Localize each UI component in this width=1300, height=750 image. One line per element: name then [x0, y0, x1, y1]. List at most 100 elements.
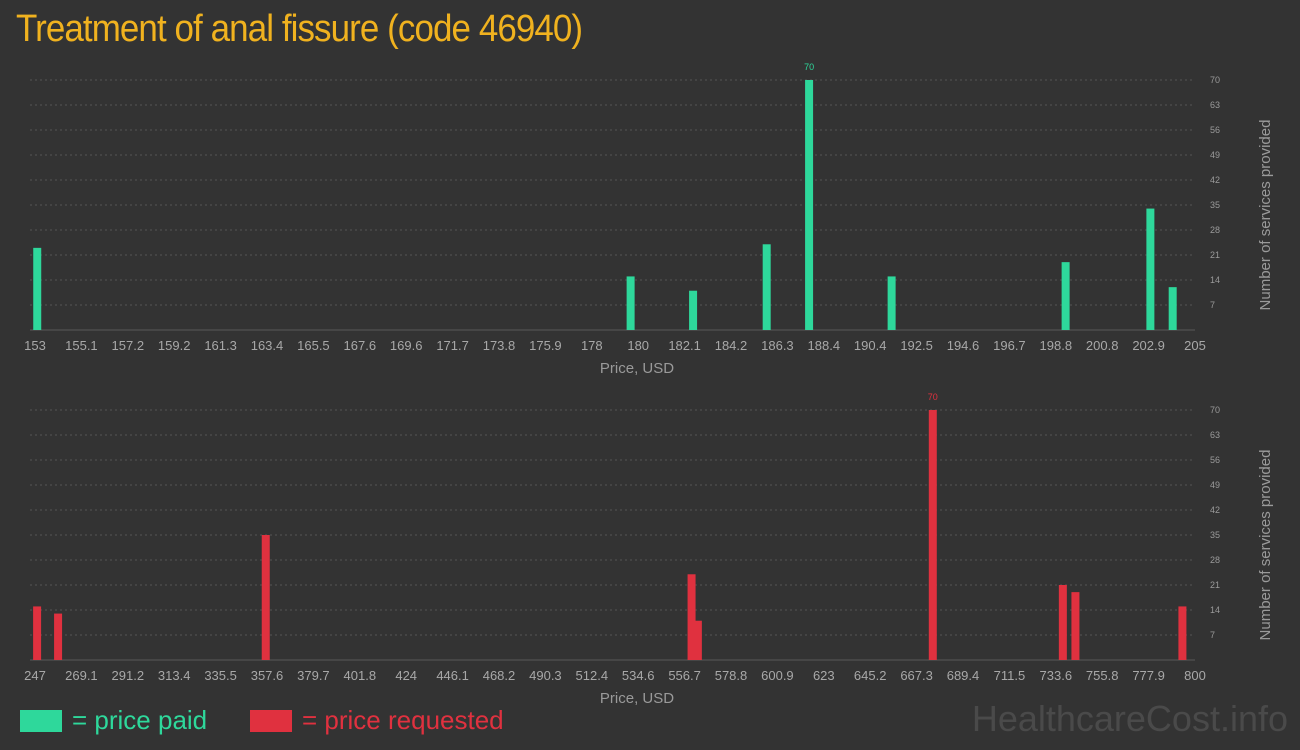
legend-item-requested: = price requested	[250, 705, 504, 736]
y-tick-label: 63	[1210, 430, 1220, 440]
y-axis-label: Number of services provided	[1257, 120, 1274, 311]
x-tick-label: 424	[395, 668, 417, 683]
max-value-label: 70	[928, 392, 938, 402]
x-tick-label: 379.7	[297, 668, 330, 683]
x-tick-label: 205	[1184, 338, 1206, 353]
bar	[54, 613, 63, 660]
x-tick-label: 800	[1184, 668, 1206, 683]
x-tick-label: 733.6	[1040, 668, 1073, 683]
x-tick-label: 165.5	[297, 338, 330, 353]
y-tick-label: 56	[1210, 125, 1220, 135]
bar	[693, 620, 702, 660]
y-tick-label: 70	[1210, 405, 1220, 415]
x-tick-label: 357.6	[251, 668, 284, 683]
bar	[928, 410, 937, 660]
bar	[33, 247, 42, 330]
y-tick-label: 56	[1210, 455, 1220, 465]
x-tick-label: 556.7	[668, 668, 701, 683]
price-requested-chart: 7 14 21 28 35 42 49 56 63 70 247 269.1 291.2 313.4 335…	[24, 392, 1274, 707]
y-tick-label: 28	[1210, 225, 1220, 235]
x-tick-label: 247	[24, 668, 46, 683]
x-tick-label: 446.1	[436, 668, 469, 683]
x-tick-label: 157.2	[112, 338, 145, 353]
x-tick-label: 291.2	[112, 668, 145, 683]
x-tick-label: 186.3	[761, 338, 794, 353]
x-tick-label: 755.8	[1086, 668, 1119, 683]
watermark: HealthcareCost.info	[971, 698, 1288, 739]
x-tick-label: 645.2	[854, 668, 887, 683]
x-axis-label: Price, USD	[600, 360, 674, 377]
x-tick-label: 167.6	[344, 338, 377, 353]
x-tick-label: 689.4	[947, 668, 980, 683]
x-tick-label: 194.6	[947, 338, 980, 353]
bar	[1071, 592, 1080, 660]
y-tick-label: 49	[1210, 150, 1220, 160]
y-tick-label: 14	[1210, 275, 1220, 285]
bar	[762, 244, 771, 330]
y-tick-label: 7	[1210, 300, 1215, 310]
y-tick-label: 35	[1210, 530, 1220, 540]
x-tick-label: 468.2	[483, 668, 516, 683]
bar	[1061, 262, 1070, 330]
x-tick-label: 777.9	[1132, 668, 1165, 683]
y-tick-label: 14	[1210, 605, 1220, 615]
y-tick-label: 42	[1210, 505, 1220, 515]
x-tick-label: 188.4	[808, 338, 841, 353]
max-value-label: 70	[804, 62, 814, 72]
bar	[805, 80, 814, 330]
x-tick-label: 163.4	[251, 338, 284, 353]
legend-swatch-requested	[250, 709, 292, 732]
x-tick-label: 169.6	[390, 338, 423, 353]
x-tick-label: 512.4	[576, 668, 609, 683]
bar	[689, 290, 698, 330]
x-tick-label: 667.3	[900, 668, 933, 683]
bar	[1168, 287, 1177, 330]
x-tick-label: 198.8	[1040, 338, 1073, 353]
x-tick-label: 173.8	[483, 338, 516, 353]
y-tick-label: 7	[1210, 630, 1215, 640]
bar	[1058, 585, 1067, 660]
bar	[1178, 606, 1187, 660]
x-tick-label: 192.5	[900, 338, 933, 353]
legend-label-requested: = price requested	[302, 705, 504, 735]
x-tick-label: 269.1	[65, 668, 98, 683]
bar	[33, 606, 42, 660]
bar	[1146, 208, 1155, 330]
y-tick-label: 21	[1210, 580, 1220, 590]
x-tick-label: 161.3	[204, 338, 237, 353]
y-tick-label: 28	[1210, 555, 1220, 565]
x-tick-label: 180	[627, 338, 649, 353]
x-tick-label: 534.6	[622, 668, 655, 683]
x-tick-label: 190.4	[854, 338, 887, 353]
y-tick-label: 49	[1210, 480, 1220, 490]
x-tick-label: 182.1	[668, 338, 701, 353]
x-tick-label: 335.5	[204, 668, 237, 683]
x-tick-label: 153	[24, 338, 46, 353]
x-tick-label: 155.1	[65, 338, 98, 353]
x-tick-label: 490.3	[529, 668, 562, 683]
x-tick-label: 600.9	[761, 668, 794, 683]
page-title: Treatment of anal fissure (code 46940)	[16, 8, 583, 50]
x-tick-label: 578.8	[715, 668, 748, 683]
x-tick-label: 196.7	[993, 338, 1026, 353]
x-tick-label: 401.8	[344, 668, 377, 683]
legend-label-paid: = price paid	[72, 705, 208, 735]
x-tick-label: 200.8	[1086, 338, 1119, 353]
legend-item-paid: = price paid	[20, 705, 207, 736]
x-tick-label: 623	[813, 668, 835, 683]
y-tick-label: 70	[1210, 75, 1220, 85]
x-tick-label: 171.7	[436, 338, 469, 353]
y-tick-label: 42	[1210, 175, 1220, 185]
price-paid-chart: 7 14 21 28 35 42 49 56 63 70 153 155.1 157.2 159.2 161…	[24, 62, 1274, 377]
x-tick-label: 313.4	[158, 668, 191, 683]
bar	[687, 574, 696, 660]
y-tick-label: 63	[1210, 100, 1220, 110]
x-tick-label: 202.9	[1132, 338, 1165, 353]
y-tick-label: 21	[1210, 250, 1220, 260]
x-axis-label: Price, USD	[600, 690, 674, 707]
x-tick-label: 175.9	[529, 338, 562, 353]
y-axis-label: Number of services provided	[1257, 450, 1274, 641]
bar	[626, 276, 635, 330]
x-tick-label: 159.2	[158, 338, 191, 353]
x-tick-label: 711.5	[994, 668, 1026, 683]
